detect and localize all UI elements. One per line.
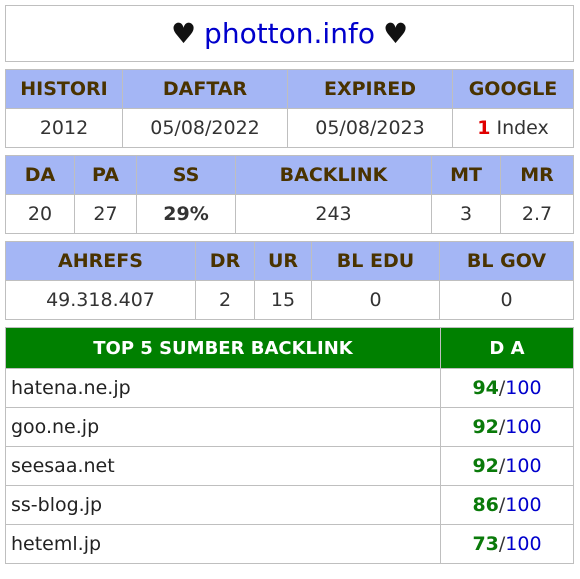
table-row: goo.ne.jp 92/100 (5, 407, 574, 447)
backlink-da-value: 92 (472, 416, 499, 438)
header-expired: EXPIRED (287, 69, 453, 109)
header-google: GOOGLE (452, 69, 574, 109)
header-ur: UR (254, 241, 312, 281)
value-google: 1 Index (452, 108, 574, 148)
header-ahrefs: AHREFS (5, 241, 196, 281)
google-index-label: Index (490, 117, 549, 139)
heart-icon-right: ♥ (382, 17, 409, 50)
backlink-da: 94/100 (440, 368, 574, 408)
metrics-table: DA PA SS BACKLINK MT MR 20 27 29% 243 3 … (5, 155, 574, 234)
backlink-domain: seesaa.net (5, 446, 441, 486)
backlink-domain: heteml.jp (5, 524, 441, 564)
header-histori: HISTORI (5, 69, 123, 109)
backlink-rows: hatena.ne.jp 94/100 goo.ne.jp 92/100 see… (5, 368, 574, 564)
value-ur: 15 (254, 280, 312, 320)
backlink-da: 92/100 (440, 446, 574, 486)
value-bl-gov: 0 (439, 280, 574, 320)
backlink-da-max: 100 (505, 494, 542, 516)
header-bl-edu: BL EDU (311, 241, 440, 281)
ahrefs-table: AHREFS DR UR BL EDU BL GOV 49.318.407 2 … (5, 241, 574, 320)
backlink-da-value: 73 (472, 533, 499, 555)
seo-report: ♥ photton.info ♥ HISTORI DAFTAR EXPIRED … (5, 5, 574, 564)
title-box: ♥ photton.info ♥ (5, 5, 574, 62)
table-row: hatena.ne.jp 94/100 (5, 368, 574, 408)
value-expired: 05/08/2023 (287, 108, 453, 148)
domain-title: photton.info (204, 17, 375, 50)
history-table: HISTORI DAFTAR EXPIRED GOOGLE 2012 05/08… (5, 69, 574, 148)
header-dr: DR (195, 241, 255, 281)
value-backlink: 243 (235, 194, 432, 234)
value-mt: 3 (431, 194, 501, 234)
backlink-da-max: 100 (505, 377, 542, 399)
backlink-domain: hatena.ne.jp (5, 368, 441, 408)
value-ahrefs: 49.318.407 (5, 280, 196, 320)
value-da: 20 (5, 194, 75, 234)
backlink-da: 86/100 (440, 485, 574, 525)
value-pa: 27 (74, 194, 137, 234)
value-mr: 2.7 (500, 194, 574, 234)
header-bl-gov: BL GOV (439, 241, 574, 281)
backlink-da-value: 86 (472, 494, 499, 516)
header-daftar: DAFTAR (122, 69, 288, 109)
value-daftar: 05/08/2022 (122, 108, 288, 148)
header-mt: MT (431, 155, 501, 195)
value-dr: 2 (195, 280, 255, 320)
backlink-da: 73/100 (440, 524, 574, 564)
backlink-da-max: 100 (505, 455, 542, 477)
header-ss: SS (136, 155, 236, 195)
backlink-table: TOP 5 SUMBER BACKLINK D A hatena.ne.jp 9… (5, 327, 574, 564)
header-backlink-da: D A (440, 327, 574, 369)
backlink-domain: goo.ne.jp (5, 407, 441, 447)
table-row: seesaa.net 92/100 (5, 446, 574, 486)
header-mr: MR (500, 155, 574, 195)
value-histori: 2012 (5, 108, 123, 148)
backlink-da-max: 100 (505, 416, 542, 438)
backlink-da-value: 92 (472, 455, 499, 477)
header-pa: PA (74, 155, 137, 195)
value-ss: 29% (136, 194, 236, 234)
header-backlink: BACKLINK (235, 155, 432, 195)
backlink-da: 92/100 (440, 407, 574, 447)
value-bl-edu: 0 (311, 280, 440, 320)
table-row: heteml.jp 73/100 (5, 524, 574, 564)
backlink-da-max: 100 (505, 533, 542, 555)
google-index-count: 1 (477, 117, 491, 139)
heart-icon-left: ♥ (170, 17, 197, 50)
backlink-da-value: 94 (472, 377, 499, 399)
header-top-backlink: TOP 5 SUMBER BACKLINK (5, 327, 441, 369)
backlink-domain: ss-blog.jp (5, 485, 441, 525)
header-da: DA (5, 155, 75, 195)
table-row: ss-blog.jp 86/100 (5, 485, 574, 525)
